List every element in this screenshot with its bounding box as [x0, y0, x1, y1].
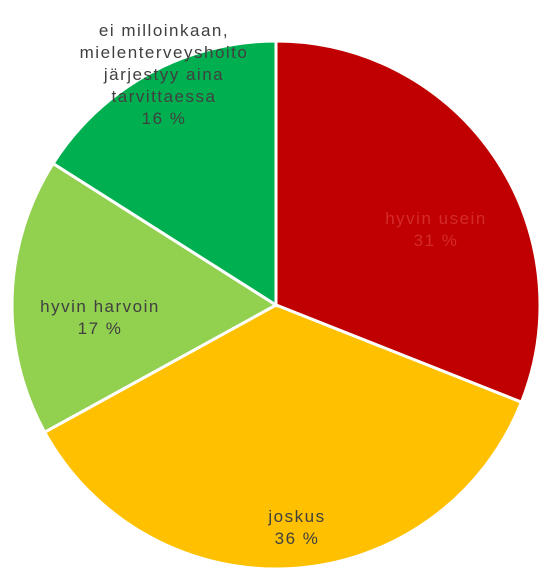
- data-label: ei milloinkaan, mielenterveyshoito järje…: [49, 20, 279, 130]
- percent-label: 31 %: [413, 231, 459, 250]
- category-label: ei milloinkaan, mielenterveyshoito järje…: [79, 21, 249, 106]
- category-label: hyvin harvoin: [40, 297, 160, 316]
- pie-slice: [51, 39, 278, 308]
- pie-slice: [42, 303, 524, 570]
- percent-label: 17 %: [77, 319, 123, 338]
- data-label: hyvin usein 31 %: [316, 208, 539, 252]
- data-label: joskus 36 %: [177, 506, 417, 550]
- pie-slice: [10, 161, 279, 435]
- category-label: joskus: [268, 507, 326, 526]
- percent-label: 36 %: [274, 529, 320, 548]
- pie-slice: [274, 39, 539, 405]
- data-label: hyvin harvoin 17 %: [0, 296, 220, 340]
- category-label: hyvin usein: [385, 209, 487, 228]
- percent-label: 16 %: [141, 109, 187, 128]
